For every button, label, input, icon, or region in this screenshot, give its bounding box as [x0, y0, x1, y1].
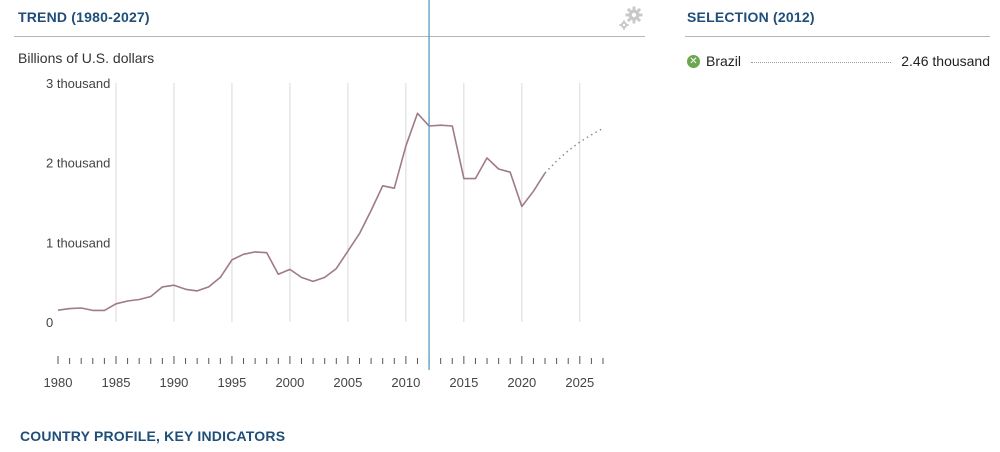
x-tick-label: 2010	[391, 375, 420, 390]
trend-divider	[14, 36, 645, 37]
selection-title: SELECTION (2012)	[687, 9, 815, 25]
country-profile-link[interactable]: COUNTRY PROFILE, KEY INDICATORS	[20, 428, 286, 444]
x-tick-label: 2005	[333, 375, 362, 390]
x-tick-label: 1985	[102, 375, 131, 390]
leader-dots	[751, 61, 892, 63]
x-tick-label: 2025	[565, 375, 594, 390]
y-tick-label: 3 thousand	[46, 76, 110, 91]
x-tick-label: 1990	[159, 375, 188, 390]
y-unit-label: Billions of U.S. dollars	[18, 50, 155, 66]
gear-icon[interactable]	[618, 5, 646, 31]
x-tick-label: 2000	[275, 375, 304, 390]
y-tick-label: 2 thousand	[46, 156, 110, 171]
x-tick-label: 2020	[507, 375, 536, 390]
trend-title: TREND (1980-2027)	[18, 9, 150, 25]
selection-divider	[685, 36, 990, 37]
series-line-brazil	[57, 112, 546, 312]
y-tick-label: 0	[46, 315, 53, 330]
x-tick-label: 1995	[217, 375, 246, 390]
close-icon[interactable]: ✕	[687, 54, 700, 68]
x-tick-label: 2015	[449, 375, 478, 390]
x-tick-label: 1980	[44, 375, 73, 390]
selection-item-brazil: ✕ Brazil 2.46 thousand	[687, 52, 990, 70]
selection-item-name: Brazil	[706, 53, 742, 69]
series-projection-brazil	[544, 127, 604, 174]
selection-item-value: 2.46 thousand	[901, 53, 990, 69]
y-tick-label: 1 thousand	[46, 235, 110, 250]
